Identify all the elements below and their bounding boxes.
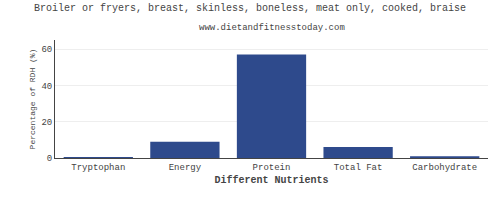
- svg-text:Energy: Energy: [169, 163, 202, 173]
- svg-text:Tryptophan: Tryptophan: [71, 163, 125, 173]
- svg-text:Total Fat: Total Fat: [334, 163, 383, 173]
- svg-text:www.dietandfitnesstoday.com: www.dietandfitnesstoday.com: [199, 23, 345, 33]
- svg-text:Percentage of RDH (%): Percentage of RDH (%): [28, 49, 37, 150]
- svg-text:Different Nutrients: Different Nutrients: [214, 175, 328, 186]
- svg-text:Broiler or fryers, breast, ski: Broiler or fryers, breast, skinless, bon…: [34, 3, 466, 14]
- svg-text:Carbohydrate: Carbohydrate: [412, 163, 477, 173]
- svg-text:20: 20: [41, 118, 52, 128]
- svg-text:60: 60: [41, 45, 52, 55]
- svg-text:Protein: Protein: [253, 163, 291, 173]
- svg-text:0: 0: [47, 154, 52, 164]
- svg-text:40: 40: [41, 82, 52, 92]
